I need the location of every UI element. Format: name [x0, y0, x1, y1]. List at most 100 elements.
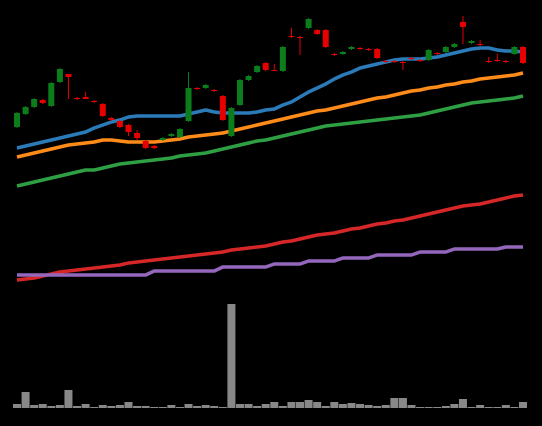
candle-body: [228, 108, 235, 136]
candle-body: [357, 48, 364, 49]
volume-bar: [364, 405, 373, 408]
candle-body: [185, 88, 192, 121]
candle-body: [108, 118, 115, 120]
candle-body: [399, 62, 406, 63]
volume-bar: [476, 405, 485, 408]
volume-bar: [55, 405, 64, 408]
volume-bar: [270, 402, 279, 408]
volume-bar: [493, 407, 502, 408]
candle-body: [271, 70, 278, 71]
volume-bar: [115, 405, 124, 408]
volume-bar: [390, 398, 399, 408]
volume-bar: [193, 406, 202, 408]
volume-bar: [338, 404, 347, 408]
volume-bar: [90, 407, 99, 408]
candle-body: [134, 133, 141, 138]
candle-body: [451, 44, 458, 47]
volume-bar: [184, 404, 193, 408]
volume-bar: [330, 402, 339, 408]
volume-bar: [235, 404, 244, 408]
candle-body: [442, 47, 449, 52]
candle-body: [65, 74, 72, 77]
candle-body: [99, 104, 106, 116]
candle-body: [211, 90, 218, 91]
candle-body: [142, 141, 149, 148]
candle-body: [477, 44, 484, 45]
candle-body: [245, 76, 252, 80]
volume-bar: [450, 404, 459, 408]
candle-body: [288, 36, 295, 37]
volume-bar: [227, 304, 236, 408]
volume-bar: [253, 406, 262, 408]
volume-bar: [416, 407, 425, 408]
candle-body: [339, 52, 346, 54]
volume-bar: [313, 402, 322, 408]
candle-body: [331, 54, 338, 55]
candle-body: [56, 69, 63, 82]
volume-bar: [484, 407, 493, 408]
candle-body: [279, 47, 286, 71]
candle-body: [520, 47, 526, 63]
candle-body: [348, 47, 355, 49]
volume-bar: [133, 406, 142, 408]
volume-bar: [441, 406, 450, 408]
volume-bar: [398, 398, 407, 408]
moving-average-line: [16, 193, 524, 282]
volume-bar: [175, 407, 184, 408]
moving-average-line: [16, 94, 524, 188]
volume-bar: [321, 406, 330, 408]
volume-bar: [381, 405, 390, 408]
volume-bar: [510, 407, 519, 408]
volume-bar: [278, 406, 287, 408]
candle-body: [151, 146, 158, 148]
volume-bar: [467, 407, 476, 408]
candle-body: [511, 47, 518, 54]
volume-bar: [347, 403, 356, 408]
volume-bar: [424, 407, 433, 408]
volume-bar: [201, 405, 210, 408]
volume-bar: [519, 402, 527, 408]
volume-bar: [38, 404, 47, 408]
candle-body: [297, 37, 304, 38]
volume-bar: [107, 406, 116, 408]
volume-bar: [30, 405, 39, 408]
volume-bar: [167, 405, 176, 408]
candle-body: [305, 19, 312, 28]
volume-bar: [13, 404, 21, 408]
candle-body: [14, 113, 20, 127]
volume-bar: [373, 406, 382, 408]
candle-body: [262, 63, 269, 70]
candle-body: [48, 83, 55, 106]
candle-body: [494, 60, 501, 61]
volume-bar: [98, 405, 107, 408]
candle-body: [408, 58, 415, 59]
volume-bar: [141, 406, 150, 408]
moving-average-line: [17, 245, 523, 277]
candle-body: [254, 66, 261, 72]
candle-body: [91, 101, 98, 102]
candle-body: [125, 125, 132, 132]
volume-bar: [81, 404, 90, 408]
candle-body: [434, 53, 441, 54]
volume-bar: [150, 407, 159, 408]
volume-bar: [458, 399, 467, 408]
candle-body: [194, 88, 201, 89]
volume-bar: [407, 405, 416, 408]
volume-bar: [47, 406, 56, 408]
candle-body: [219, 96, 226, 120]
volume-bar: [244, 404, 253, 408]
candle-body: [365, 49, 372, 50]
candle-body: [159, 138, 166, 140]
candle-body: [82, 97, 89, 99]
candle-body: [202, 85, 209, 88]
moving-average-line: [16, 46, 524, 150]
candle-body: [31, 99, 38, 107]
candle-body: [314, 30, 321, 34]
volume-bar: [21, 392, 30, 408]
volume-bar: [64, 390, 73, 408]
candle-body: [22, 107, 29, 114]
candle-body: [468, 41, 475, 43]
candle-body: [417, 60, 424, 61]
candle-body: [236, 80, 243, 105]
